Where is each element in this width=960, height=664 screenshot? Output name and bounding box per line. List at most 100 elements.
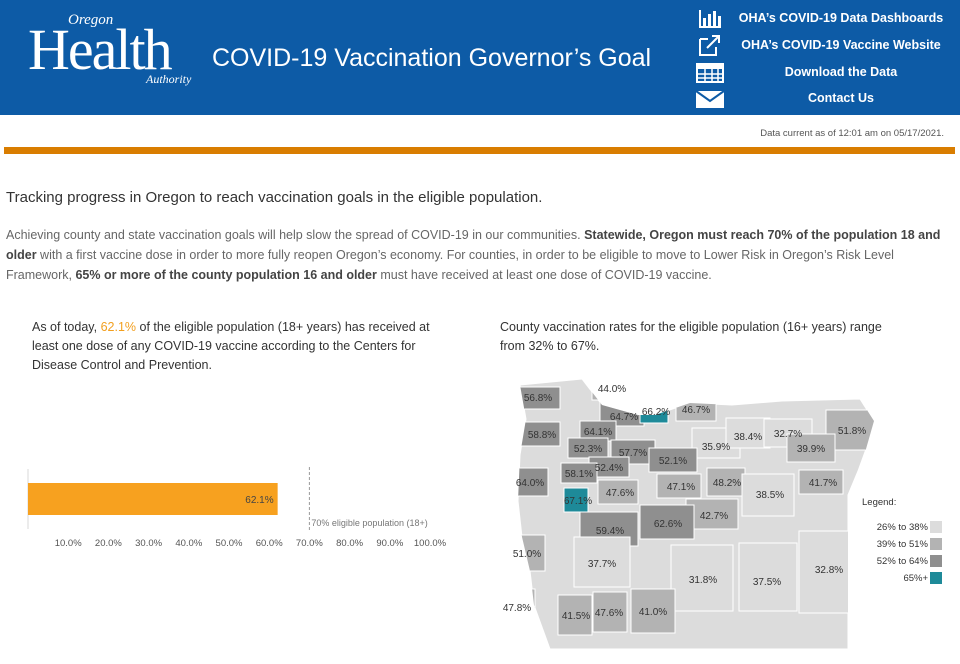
legend-swatch-low xyxy=(930,521,942,533)
county-rate-label: 47.6% xyxy=(595,608,623,619)
statewide-bar-chart: 62.1% 70% eligible population (18+) 10.0% 2… xyxy=(27,467,447,549)
county-rate-label: 42.7% xyxy=(700,511,728,522)
envelope-icon xyxy=(695,90,725,108)
county-rate-label: 39.9% xyxy=(797,444,825,455)
county-rate-label: 52.3% xyxy=(574,444,602,455)
county-rate-label: 41.0% xyxy=(639,607,667,618)
vaccine-website-link[interactable]: OHA’s COVID-19 Vaccine Website xyxy=(694,35,950,57)
county-region xyxy=(518,467,549,497)
legend-label-low: 26% to 38% xyxy=(876,522,928,533)
legend-label-mid: 39% to 51% xyxy=(876,539,928,550)
county-rate-label: 32.8% xyxy=(815,565,843,576)
county-region xyxy=(573,536,631,588)
county-rate-label: 66.2% xyxy=(642,407,670,418)
bar-chart-icon xyxy=(699,10,721,28)
legend-item-low: 26% to 38% xyxy=(862,520,952,537)
county-rate-label: 56.8% xyxy=(524,393,552,404)
progress-bar xyxy=(28,483,278,515)
county-region xyxy=(630,588,676,634)
oregon-county-map: 56.8% 44.0% 64.7% 66.2% 46.7% 58.8% 64.1% 52.3%… xyxy=(503,378,875,650)
county-region xyxy=(557,594,593,636)
legend-swatch-mid xyxy=(930,538,942,550)
header-banner: Oregon Health Authority COVID-19 Vaccina… xyxy=(0,0,960,115)
county-rate-label: 47.6% xyxy=(606,488,634,499)
county-region xyxy=(741,473,795,517)
desc-text-1: Achieving county and state vaccination g… xyxy=(6,228,585,242)
county-rate-label: 31.8% xyxy=(689,575,717,586)
county-rate-label: 32.7% xyxy=(774,429,802,440)
legend-item-mid: 39% to 51% xyxy=(862,537,952,554)
county-range-text: County vaccination rates for the eligibl… xyxy=(500,320,882,353)
x-tick-label: 50.0% xyxy=(216,538,243,549)
x-tick-label: 40.0% xyxy=(175,538,202,549)
county-region xyxy=(798,530,858,614)
download-data-label: Download the Data xyxy=(784,65,898,79)
county-region xyxy=(563,487,589,513)
county-region xyxy=(519,421,561,447)
x-tick-label: 10.0% xyxy=(55,538,82,549)
progress-bar-label: 62.1% xyxy=(245,495,273,506)
progress-percent: 62.1% xyxy=(100,320,137,334)
desc-bold-2: 65% or more of the county population 16 … xyxy=(75,268,377,282)
data-dashboards-label: OHA’s COVID-19 Data Dashboards xyxy=(738,11,944,25)
legend-swatch-top xyxy=(930,572,942,584)
x-tick-label: 80.0% xyxy=(336,538,363,549)
x-tick-label: 20.0% xyxy=(95,538,122,549)
download-data-link[interactable]: Download the Data xyxy=(694,62,950,84)
table-icon xyxy=(696,63,724,83)
contact-us-label: Contact Us xyxy=(808,91,874,105)
county-rate-label: 44.0% xyxy=(598,384,626,395)
desc-bold-1: Statewide, Oregon must reach 70% of the … xyxy=(6,228,941,262)
county-region xyxy=(685,498,739,530)
county-region xyxy=(725,417,771,449)
county-region xyxy=(639,504,695,540)
county-rate-label: 38.5% xyxy=(756,490,784,501)
county-region xyxy=(518,386,561,410)
county-rate-label: 38.4% xyxy=(734,432,762,443)
section-subtitle: Tracking progress in Oregon to reach vac… xyxy=(6,189,543,206)
statewide-progress-text: As of today, 62.1% of the eligible popul… xyxy=(32,318,452,375)
x-tick-label: 100.0% xyxy=(414,538,447,549)
desc-text-2: with a first vaccine dose in order to mo… xyxy=(6,248,894,282)
county-rate-label: 47.8% xyxy=(503,603,531,614)
contact-us-link[interactable]: Contact Us xyxy=(694,88,950,110)
oha-logo: Oregon Health Authority xyxy=(28,8,200,88)
x-tick-label: 90.0% xyxy=(376,538,403,549)
county-rate-label: 52.4% xyxy=(595,463,623,474)
county-region xyxy=(656,473,702,499)
page-title: COVID-19 Vaccination Governor’s Goal xyxy=(212,44,652,72)
county-region xyxy=(738,542,798,612)
logo-line-2: Health xyxy=(28,17,173,82)
county-rate-label: 41.7% xyxy=(809,478,837,489)
x-tick-label: 70.0% xyxy=(296,538,323,549)
county-region xyxy=(597,479,639,505)
county-region xyxy=(560,462,598,484)
county-rate-label: 57.7% xyxy=(619,448,647,459)
county-rate-label: 51.8% xyxy=(838,426,866,437)
legend-label-high: 52% to 64% xyxy=(876,556,928,567)
county-rate-label: 67.1% xyxy=(564,496,592,507)
legend-item-top: 65%+ xyxy=(862,571,952,588)
orange-divider xyxy=(4,147,955,154)
county-rate-label: 48.2% xyxy=(713,478,741,489)
desc-text-3: must have received at least one dose of … xyxy=(376,268,712,282)
county-rate-label: 37.7% xyxy=(588,559,616,570)
legend-swatch-high xyxy=(930,555,942,567)
county-rate-label: 46.7% xyxy=(682,405,710,416)
legend-title: Legend: xyxy=(862,497,897,508)
data-current-note: Data current as of 12:01 am on 05/17/202… xyxy=(760,128,944,139)
county-rate-label: 64.0% xyxy=(516,478,544,489)
progress-text-post: of the eligible population (18+ years) h… xyxy=(32,320,430,372)
description-paragraph: Achieving county and state vaccination g… xyxy=(6,225,951,285)
goal-reference-label: 70% eligible population (18+) xyxy=(311,518,427,528)
county-rate-label: 58.8% xyxy=(528,430,556,441)
data-dashboards-link[interactable]: OHA’s COVID-19 Data Dashboards xyxy=(694,8,950,30)
logo-line-1: Oregon xyxy=(68,12,114,28)
county-rate-label: 52.1% xyxy=(659,456,687,467)
county-region xyxy=(786,433,836,463)
county-rate-label: 41.5% xyxy=(562,611,590,622)
county-region xyxy=(798,469,844,495)
vaccine-website-label: OHA’s COVID-19 Vaccine Website xyxy=(741,38,941,52)
county-rate-label: 37.5% xyxy=(753,577,781,588)
county-rate-label: 59.4% xyxy=(596,526,624,537)
